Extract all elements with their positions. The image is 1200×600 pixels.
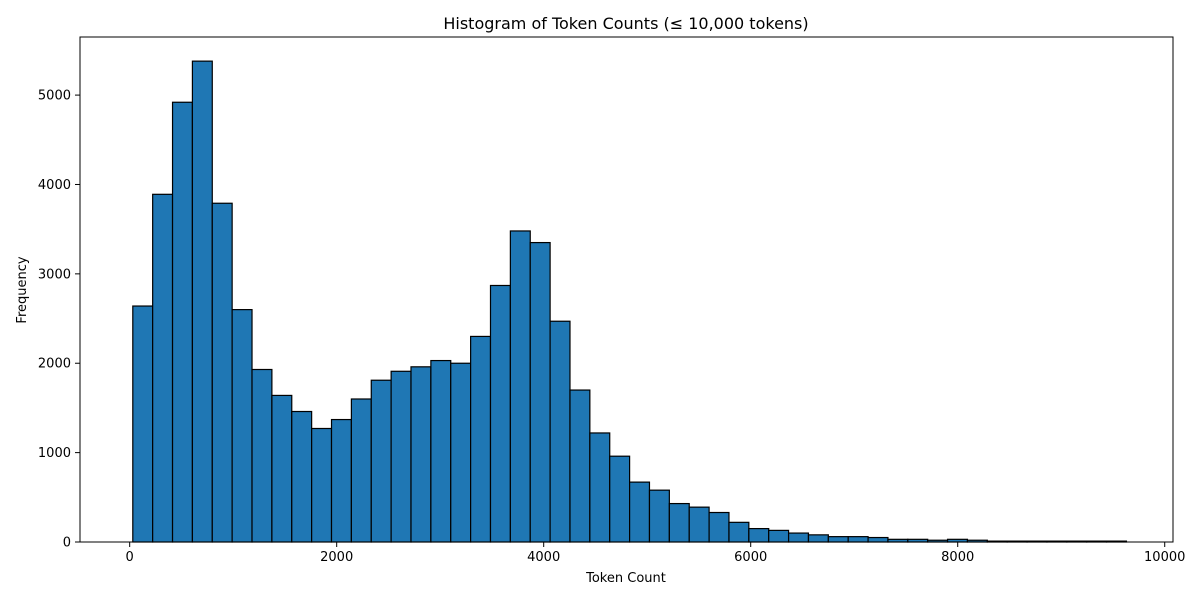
bars — [132, 60, 1128, 543]
histogram-bar — [311, 427, 333, 543]
histogram-bar — [370, 379, 392, 543]
y-tick-label: 3000 — [38, 267, 71, 282]
histogram-bar — [807, 534, 829, 543]
chart-title: Histogram of Token Counts (≤ 10,000 toke… — [443, 14, 808, 33]
histogram-bar — [867, 536, 889, 543]
histogram-bar — [708, 511, 730, 543]
histogram-bar — [489, 284, 511, 543]
x-tick-label: 4000 — [527, 550, 560, 565]
histogram-bar — [688, 506, 710, 543]
x-tick-label: 0 — [126, 550, 134, 565]
histogram-bar — [152, 193, 174, 543]
histogram-bar — [648, 489, 670, 543]
histogram-bar — [768, 529, 790, 543]
x-tick-label: 8000 — [941, 550, 974, 565]
x-axis-ticks: 0 2000 4000 6000 8000 10000 — [126, 542, 1185, 565]
histogram-bar — [390, 370, 412, 543]
y-tick-label: 1000 — [38, 446, 71, 461]
histogram-bar — [350, 398, 372, 543]
histogram-bar — [668, 502, 690, 543]
histogram-bar — [748, 527, 770, 543]
histogram-bar — [330, 418, 352, 543]
histogram-bar — [589, 432, 611, 543]
histogram-bar — [132, 305, 154, 543]
x-tick-label: 2000 — [320, 550, 353, 565]
x-tick-label: 6000 — [734, 550, 767, 565]
histogram-bar — [728, 521, 750, 543]
histogram-bar — [231, 309, 253, 543]
histogram-bar — [827, 536, 849, 543]
histogram-bar — [470, 335, 492, 543]
histogram-bar — [171, 101, 194, 543]
histogram-bar — [549, 320, 571, 543]
histogram-bar — [509, 230, 531, 543]
y-tick-label: 5000 — [38, 89, 71, 104]
histogram-bar — [569, 389, 591, 543]
y-tick-label: 0 — [63, 536, 71, 551]
histogram-bar — [191, 60, 213, 543]
y-tick-label: 4000 — [38, 178, 71, 193]
histogram-bar — [211, 202, 233, 543]
x-tick-label: 10000 — [1144, 550, 1185, 565]
histogram-bar — [430, 359, 452, 543]
histogram-bar — [410, 366, 432, 543]
histogram-bar — [529, 241, 551, 543]
histogram-bar — [787, 532, 810, 543]
histogram-bar — [291, 410, 313, 543]
x-axis-label: Token Count — [585, 571, 666, 586]
y-tick-label: 2000 — [38, 357, 71, 372]
y-axis-label: Frequency — [15, 256, 30, 323]
histogram-bar — [450, 362, 472, 543]
histogram-bar — [609, 455, 631, 543]
histogram-bar — [847, 536, 869, 543]
y-axis-ticks: 0 1000 2000 3000 4000 5000 — [38, 89, 80, 551]
histogram-bar — [251, 368, 273, 543]
histogram-bar — [271, 394, 293, 543]
histogram-bar — [629, 481, 651, 543]
plot-frame — [79, 36, 1174, 543]
